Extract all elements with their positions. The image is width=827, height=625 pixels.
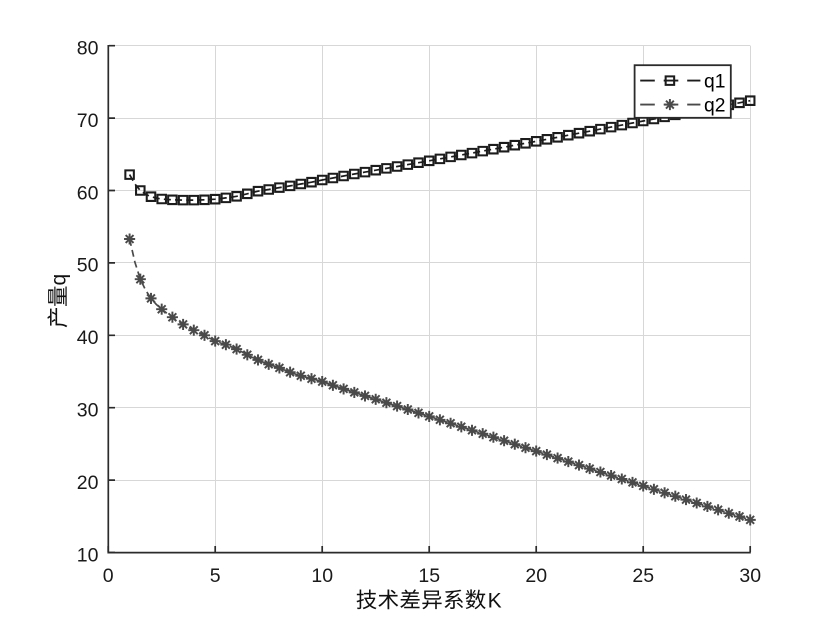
svg-text:q2: q2 (704, 96, 725, 117)
svg-text:10: 10 (77, 544, 99, 566)
svg-text:K: K (488, 590, 502, 613)
svg-text:q1: q1 (704, 72, 725, 93)
svg-text:20: 20 (77, 472, 99, 494)
svg-text:25: 25 (632, 565, 654, 587)
svg-text:70: 70 (77, 110, 99, 132)
svg-text:0: 0 (103, 565, 114, 587)
svg-text:30: 30 (77, 400, 99, 422)
svg-text:40: 40 (77, 327, 99, 349)
svg-text:30: 30 (739, 565, 761, 587)
svg-text:20: 20 (525, 565, 547, 587)
svg-text:q: q (48, 274, 71, 286)
svg-text:15: 15 (418, 565, 440, 587)
svg-text:10: 10 (311, 565, 333, 587)
svg-text:50: 50 (77, 255, 99, 277)
svg-text:80: 80 (77, 38, 99, 60)
svg-text:5: 5 (210, 565, 221, 587)
svg-text:60: 60 (77, 182, 99, 204)
